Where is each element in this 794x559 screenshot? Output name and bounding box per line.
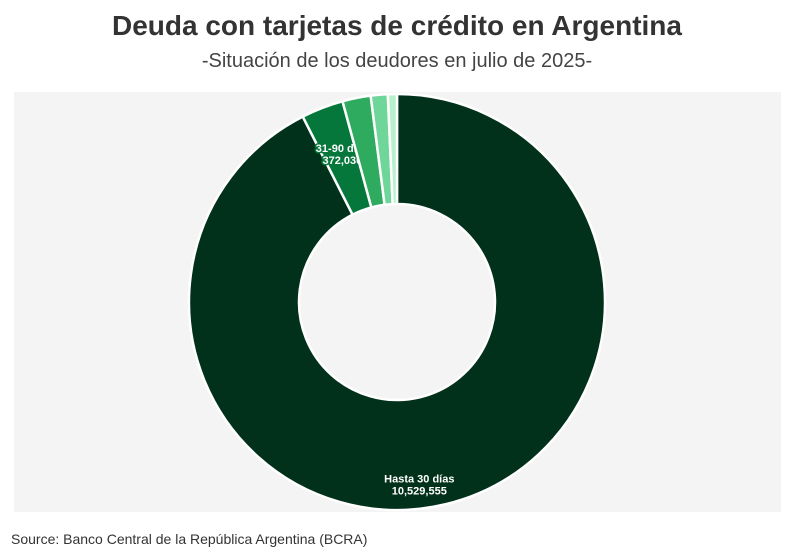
chart-plot-area: Hasta 30 días 10,529,555 31-90 días 372,036 [14,92,781,512]
slice-category-label: Hasta 30 días [384,474,454,486]
slice-value-label: 372,036 [323,155,363,167]
donut-slice [386,92,399,206]
slice-value-label: 10,529,555 [392,486,447,498]
chart-title: Deuda con tarjetas de crédito en Argenti… [112,10,682,41]
source-note: Source: Banco Central de la República Ar… [11,531,368,547]
donut-slice [187,92,607,512]
chart-subtitle: -Situación de los deudores en julio de 2… [201,50,593,72]
